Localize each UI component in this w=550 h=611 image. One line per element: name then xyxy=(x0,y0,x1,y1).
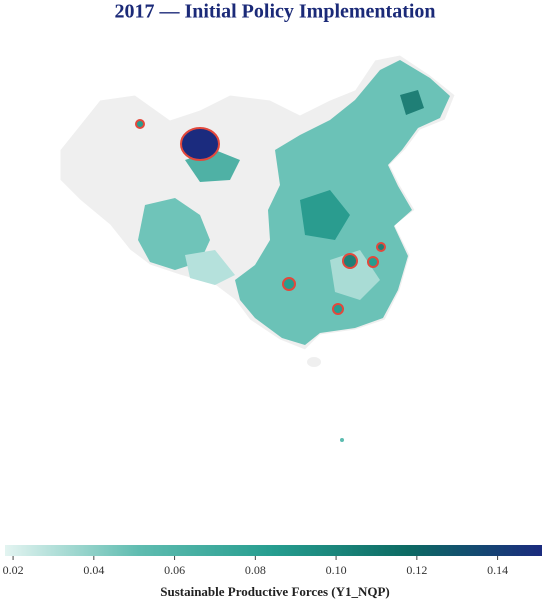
region-fill xyxy=(400,90,424,115)
region-fill xyxy=(138,198,210,270)
colorbar-tick-label: 0.12 xyxy=(406,563,427,577)
colorbar-label: Sustainable Productive Forces (Y1_NQP) xyxy=(160,584,390,599)
region-fill xyxy=(300,190,350,240)
highlighted-region xyxy=(135,119,145,129)
highlighted-region xyxy=(367,256,379,268)
colorbar-tick-label: 0.02 xyxy=(3,563,24,577)
highlighted-region xyxy=(342,253,358,269)
colorbar-tick-label: 0.04 xyxy=(83,563,104,577)
colorbar-tick-label: 0.06 xyxy=(164,563,185,577)
region-fill xyxy=(185,250,235,285)
highlighted-region xyxy=(282,277,296,291)
island xyxy=(307,357,321,367)
colorbar xyxy=(5,545,542,556)
region-fill xyxy=(235,60,450,345)
chart-title: 2017 — Initial Policy Implementation xyxy=(114,1,435,23)
highlighted-region xyxy=(332,303,344,315)
island xyxy=(340,438,344,442)
colorbar-tick-label: 0.10 xyxy=(326,563,347,577)
highlighted-region xyxy=(180,127,220,161)
colorbar-tick-label: 0.08 xyxy=(245,563,266,577)
map xyxy=(59,54,456,442)
colorbar-tick-label: 0.14 xyxy=(487,563,508,577)
highlighted-region xyxy=(376,242,386,252)
